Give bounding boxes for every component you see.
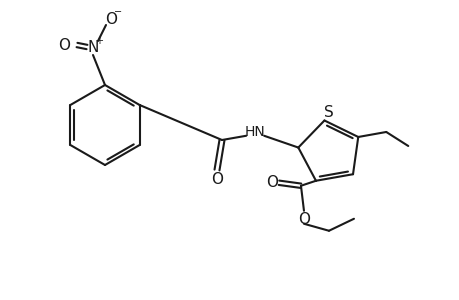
Text: O: O bbox=[58, 38, 70, 52]
Text: −: − bbox=[114, 7, 122, 17]
Text: N: N bbox=[87, 40, 99, 55]
Text: HN: HN bbox=[244, 125, 265, 139]
Text: O: O bbox=[265, 175, 277, 190]
Text: O: O bbox=[211, 172, 223, 187]
Text: O: O bbox=[105, 11, 117, 26]
Text: S: S bbox=[323, 105, 333, 120]
Text: +: + bbox=[95, 36, 103, 46]
Text: O: O bbox=[297, 212, 309, 227]
